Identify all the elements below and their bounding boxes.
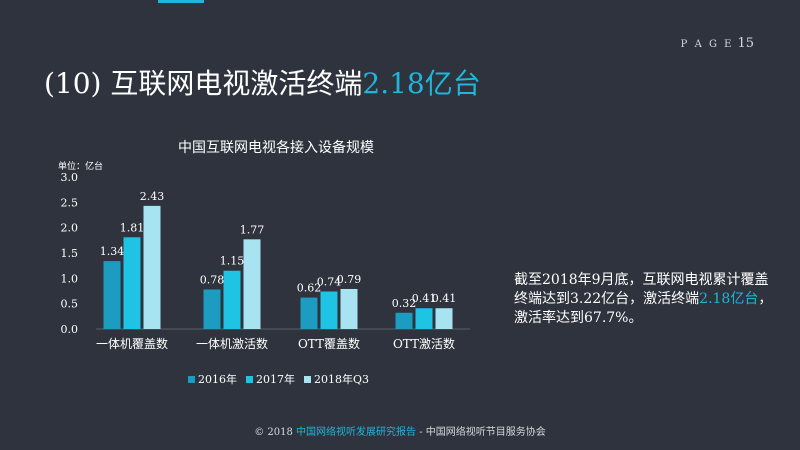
legend-item-2016: 2016年: [188, 371, 237, 387]
bar-value-label: 0.74: [317, 276, 342, 289]
x-category-label: OTT激活数: [393, 336, 455, 351]
legend-label-2017: 2017年: [256, 373, 295, 386]
footer-source-link[interactable]: 中国网络视听发展研究报告: [296, 427, 417, 438]
page-label: P A G E 15: [681, 36, 754, 51]
bar-2017: [223, 270, 241, 329]
bar-2018q3: [143, 205, 161, 329]
bar-2016: [203, 289, 221, 329]
bar-value-label: 1.81: [120, 221, 145, 234]
bar-value-label: 0.79: [337, 273, 362, 286]
legend-label-2016: 2016年: [198, 373, 237, 386]
side-note-text-end: ，激活率达到67.7%。: [514, 291, 773, 326]
bar-2018q3: [340, 288, 358, 329]
bar-value-label: 2.43: [140, 190, 165, 203]
page-word: P A G E: [680, 39, 734, 50]
bar-2016: [395, 312, 413, 329]
y-tick-label: 2.5: [61, 196, 79, 209]
bar-value-label: 0.78: [200, 273, 225, 286]
bar-value-label: 0.32: [392, 297, 417, 310]
bar-value-label: 1.15: [220, 255, 245, 268]
footer-copyright: © 2018: [254, 427, 293, 438]
y-tick-label: 1.0: [61, 272, 79, 285]
footer: © 2018 中国网络视听发展研究报告 - 中国网络视听节目服务协会: [0, 423, 800, 438]
chart-title: 中国互联网电视各接入设备规模: [178, 140, 374, 156]
bar-value-label: 0.41: [412, 292, 437, 305]
y-tick-label: 1.5: [61, 247, 79, 260]
y-tick-label: 0.5: [61, 298, 79, 311]
bar-2018q3: [435, 308, 453, 329]
bar-2017: [123, 237, 141, 329]
top-accent-bar: [158, 0, 204, 3]
side-note-highlight: 2.18亿台: [699, 291, 759, 307]
bar-2016: [103, 261, 121, 329]
y-tick-label: 3.0: [61, 171, 79, 184]
slide-title: (10) 互联网电视激活终端2.18亿台: [44, 62, 481, 102]
slide-title-main: (10) 互联网电视激活终端: [44, 67, 363, 100]
bar-2017: [320, 291, 338, 329]
bar-value-label: 0.62: [297, 282, 322, 295]
bar-2018q3: [243, 239, 261, 329]
x-category-label: 一体机激活数: [196, 336, 268, 351]
bar-2016: [300, 297, 318, 329]
legend-swatch-2017: [246, 375, 253, 383]
bar-value-label: 0.41: [432, 292, 457, 305]
legend-swatch-2018q3: [304, 375, 311, 383]
footer-org: - 中国网络视听节目服务协会: [416, 427, 546, 438]
legend-item-2017: 2017年: [246, 371, 295, 387]
bar-value-label: 1.34: [100, 245, 125, 258]
side-note-text: 截至2018年9月底，互联网电视累计覆盖终端达到3.22亿台，激活终端: [514, 272, 769, 307]
y-tick-label: 0.0: [61, 323, 79, 336]
x-category-label: 一体机覆盖数: [96, 336, 168, 351]
legend-swatch-2016: [188, 375, 195, 383]
chart-unit-label: 单位：亿台: [58, 162, 104, 172]
side-note: 截至2018年9月底，互联网电视累计覆盖终端达到3.22亿台，激活终端2.18亿…: [514, 271, 776, 328]
x-category-label: OTT覆盖数: [298, 336, 360, 351]
legend-item-2018q3: 2018年Q3: [304, 371, 369, 387]
chart-legend: 2016年 2017年 2018年Q3: [188, 371, 369, 387]
legend-label-2018q3: 2018年Q3: [314, 373, 370, 386]
y-tick-label: 2.0: [61, 222, 79, 235]
bar-value-label: 1.77: [240, 223, 265, 236]
slide-title-highlight: 2.18亿台: [362, 67, 481, 100]
page-number: 15: [737, 36, 754, 51]
bar-2017: [415, 308, 433, 329]
